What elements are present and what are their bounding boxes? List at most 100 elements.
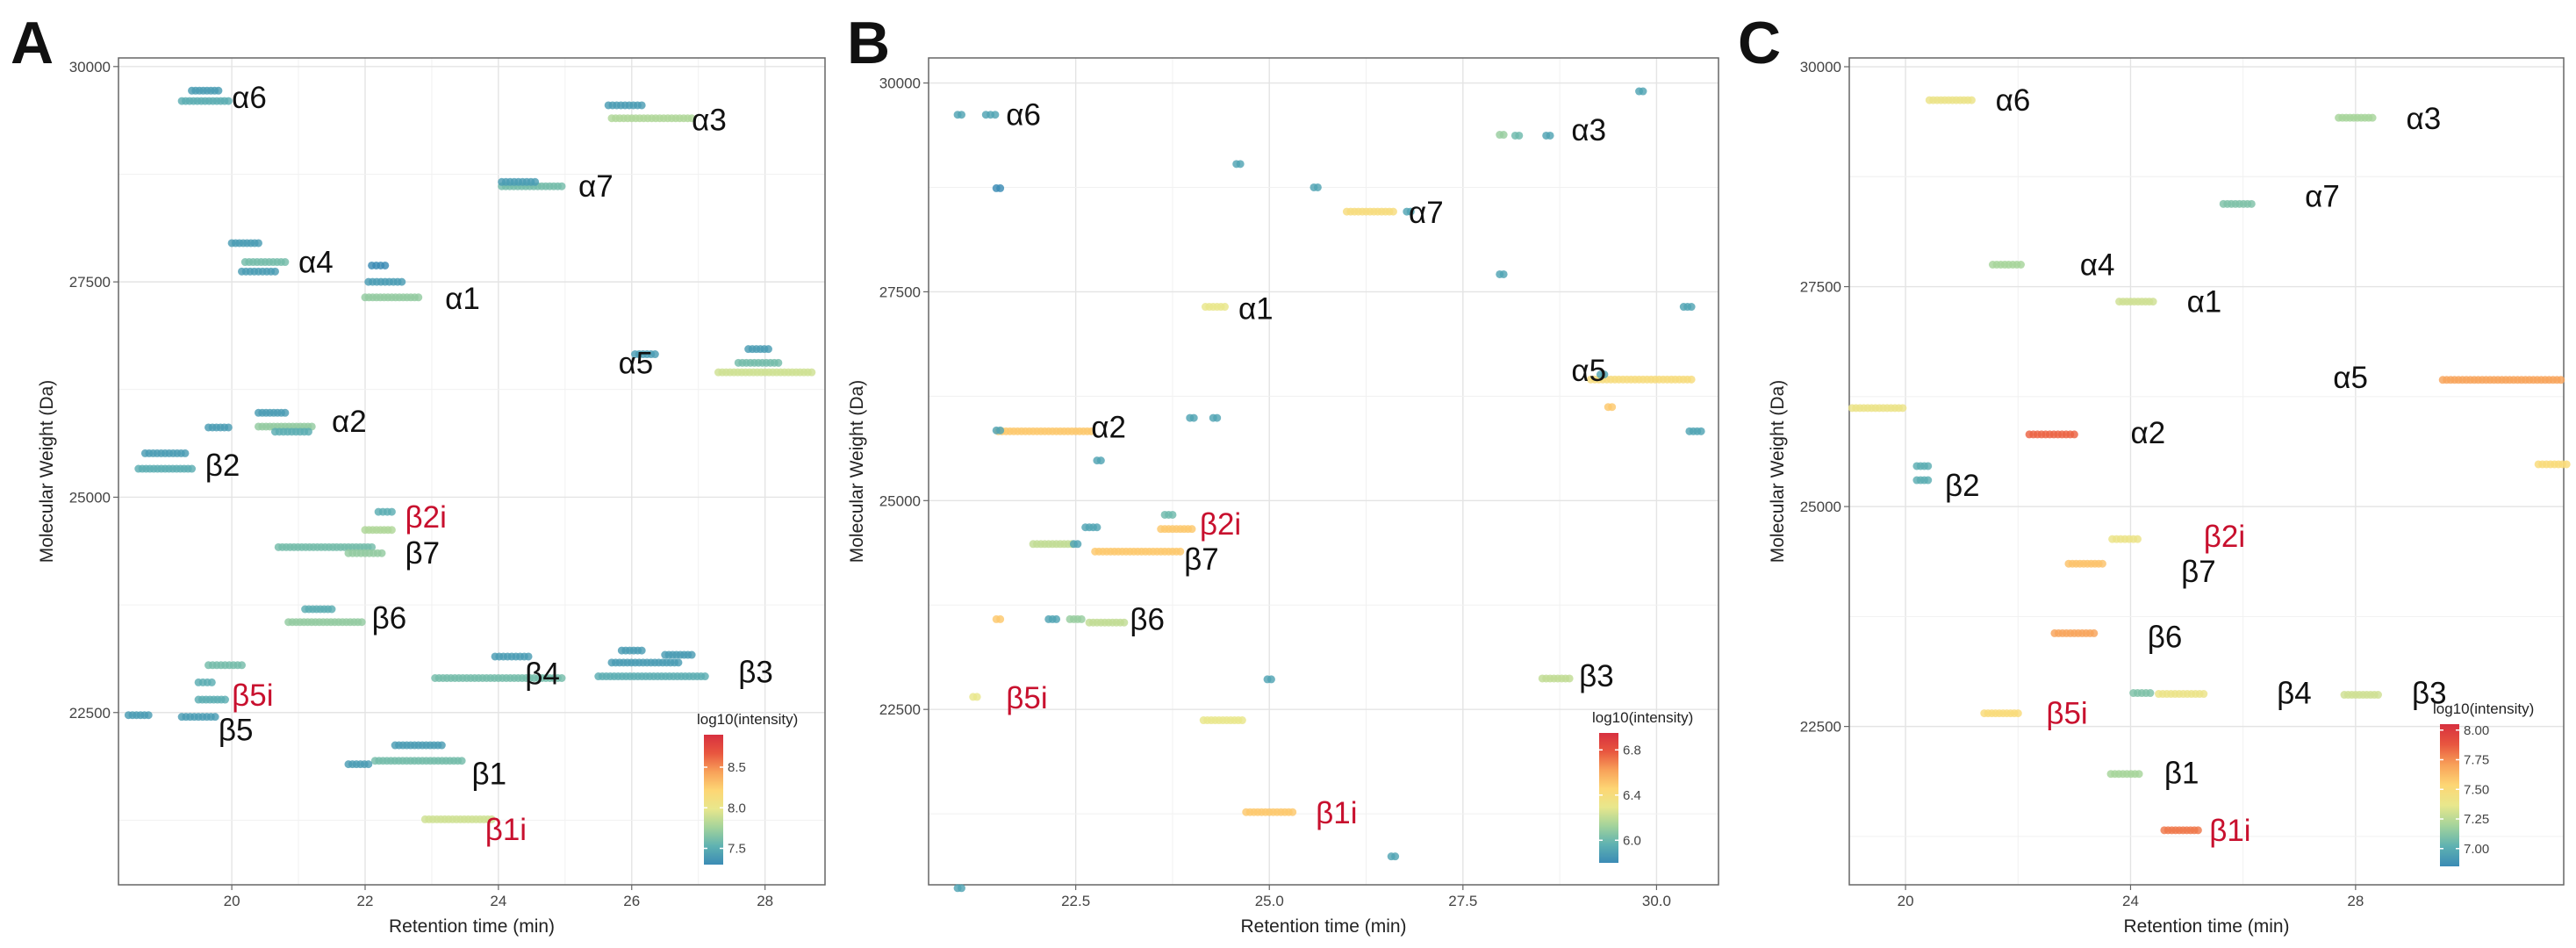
data-point-dot [1391,852,1400,861]
data-point-dot [1213,413,1222,422]
data-point [1085,618,1129,627]
data-point [1510,131,1524,140]
data-point-dot [637,101,646,110]
y-tick-label: 22500 [1800,719,1841,736]
subunit-label: β7 [405,536,441,571]
data-point [177,713,219,722]
data-point [1069,540,1082,549]
data-point [1980,709,2022,718]
x-axis-title: Retention time (min) [389,916,555,937]
data-point [1912,462,1933,470]
data-point [1538,674,1574,683]
data-point [361,293,423,302]
subunit-label: β1 [472,757,507,791]
data-point [274,542,377,551]
data-point [2064,559,2106,568]
data-point-dot [1087,427,1095,435]
data-point-dot [398,277,406,286]
data-point [361,526,396,535]
x-tick-label: 28 [2347,893,2364,909]
data-point-dot [144,711,153,720]
data-point-dot [387,526,396,535]
panel-letter: A [11,10,54,76]
subunit-label: β1 [2164,757,2199,791]
legend-tick-label: 8.00 [2464,723,2489,738]
subunit-label: β7 [2181,555,2216,589]
data-point-dot [357,618,366,627]
data-point [188,86,223,95]
data-point-dot [1238,716,1246,725]
data-point [1596,370,1609,379]
data-point [1542,131,1554,140]
y-axis-title: Molecular Weight (Da) [847,380,867,564]
data-point [194,678,216,686]
data-point-dot [1093,523,1101,532]
data-point [431,674,566,682]
subunit-label: β3 [1579,659,1614,693]
data-point [607,658,683,667]
data-point [734,358,783,367]
data-point-dot [991,111,1000,119]
y-tick-label: 25000 [69,489,111,506]
legend-tick-label: 7.25 [2464,812,2489,827]
data-point-dot [650,350,659,359]
subunit-label: β5 [219,713,254,747]
data-point-dot [377,549,386,557]
subunit-label: α5 [1571,354,1606,388]
data-point [969,693,981,701]
data-point-dot [531,177,540,186]
data-point-dot [1189,413,1198,422]
data-point [2115,298,2157,306]
data-point-dot [221,695,230,704]
subunit-label: β1i [2209,814,2250,848]
data-point-dot [487,815,496,823]
data-point-dot [281,258,290,267]
subunit-label: α1 [1238,291,1274,326]
data-point-dot [764,345,772,354]
data-point [370,757,466,765]
subunit-label: β5i [1006,681,1047,715]
data-point [1091,547,1185,556]
data-point-dot [188,464,197,473]
data-point [240,258,290,267]
data-point [2155,690,2208,699]
subunit-label: α3 [1571,113,1606,147]
data-point [1988,261,2025,269]
data-point-dot [687,114,696,123]
data-point-dot [270,267,279,276]
data-point [1209,413,1222,422]
data-point [2025,430,2078,439]
subunit-label: β2 [1945,469,1980,503]
data-point-dot [958,111,965,119]
plot-border [118,57,826,886]
x-tick-label: 22 [357,893,374,909]
data-point [364,277,406,286]
data-point [1160,510,1177,519]
data-point-dot [2193,826,2202,835]
data-point-dot [281,408,290,417]
data-point-dot [2133,535,2142,543]
data-point-dot [224,97,233,105]
subunit-label: β7 [1184,542,1219,577]
data-point-dot [414,293,423,302]
data-point [2129,689,2155,698]
data-point-dot [1052,614,1061,623]
data-point-dot [457,757,466,765]
data-point [617,646,646,655]
data-point [301,605,336,614]
data-point-dot [1639,87,1647,96]
legend-tick-label: 6.0 [1623,833,1641,848]
subunit-label: β6 [1130,602,1165,636]
data-point-dot [2090,628,2099,637]
data-point-dot [1967,96,1976,104]
data-point-dot [1168,510,1177,519]
data-point-dot [1221,303,1229,312]
data-point [2108,535,2142,543]
data-points [124,86,816,823]
data-point-dot [387,507,396,516]
data-point-dot [1697,427,1705,435]
data-point [714,368,816,377]
data-point-dot [224,423,233,432]
data-point [981,111,1000,119]
